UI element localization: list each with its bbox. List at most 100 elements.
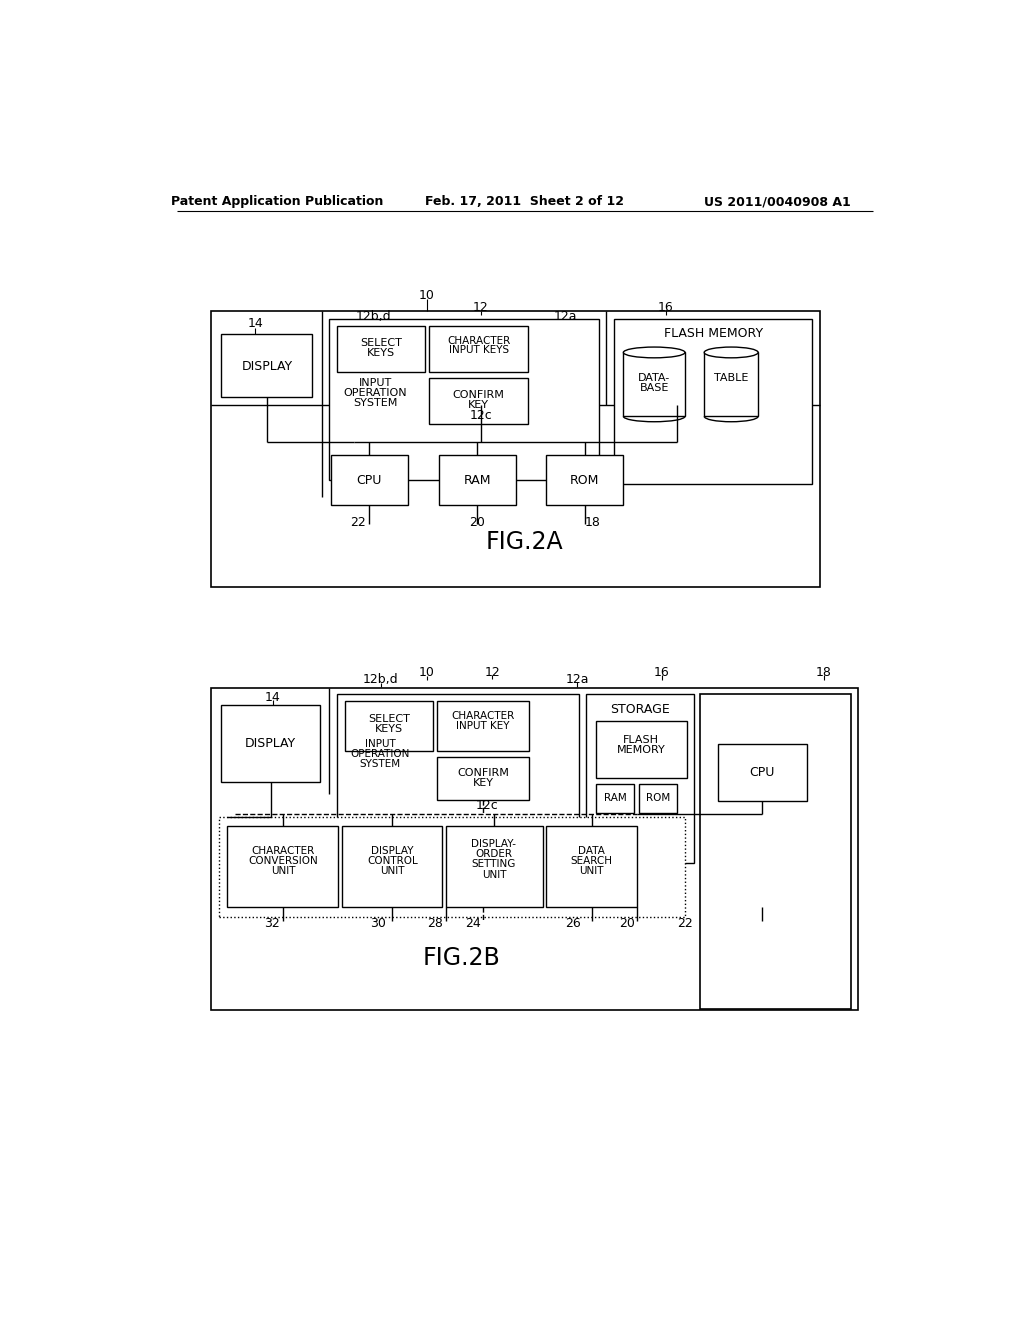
Text: DISPLAY: DISPLAY [371,846,414,857]
Text: INPUT: INPUT [358,379,392,388]
Text: SELECT: SELECT [369,714,411,723]
Bar [614,318,812,484]
Text: 18: 18 [585,516,600,529]
Text: STORAGE: STORAGE [610,704,670,717]
Text: SELECT: SELECT [359,338,401,348]
Bar [211,312,819,586]
Bar [337,693,580,855]
Text: FIG.2A: FIG.2A [486,529,563,554]
Text: KEYS: KEYS [375,723,403,734]
Bar [345,701,433,751]
Text: SEARCH: SEARCH [570,857,612,866]
Text: US 2011/0040908 A1: US 2011/0040908 A1 [703,195,851,209]
Text: 12: 12 [484,667,501,680]
Text: 22: 22 [677,916,693,929]
Text: UNIT: UNIT [270,866,295,876]
Text: ORDER: ORDER [475,850,512,859]
Text: UNIT: UNIT [580,866,604,876]
Bar [596,784,634,813]
Text: DISPLAY: DISPLAY [245,737,296,750]
Bar [429,378,528,424]
Text: 12a: 12a [554,310,578,323]
Bar [331,455,408,506]
Text: 32: 32 [263,916,280,929]
Text: 18: 18 [816,667,831,680]
Bar [342,826,442,907]
Bar [330,318,599,480]
Text: 26: 26 [565,916,582,929]
Text: 12c: 12c [470,409,493,422]
Text: TABLE: TABLE [714,372,749,383]
Bar [705,352,758,416]
Text: ROM: ROM [646,793,670,804]
Text: 12b,d: 12b,d [355,310,391,323]
Text: UNIT: UNIT [380,866,404,876]
Text: FLASH: FLASH [623,735,659,744]
Bar [624,352,685,416]
Bar [446,826,543,907]
Text: BASE: BASE [639,383,669,393]
Text: RAM: RAM [603,793,627,804]
Bar [337,326,425,372]
Text: 30: 30 [371,916,386,929]
Text: CONFIRM: CONFIRM [458,768,509,777]
Bar [429,326,528,372]
Text: CHARACTER: CHARACTER [452,711,515,721]
Text: 14: 14 [265,690,281,704]
Text: KEYS: KEYS [367,348,395,358]
Text: 16: 16 [657,301,674,314]
Text: KEY: KEY [468,400,489,409]
Text: 20: 20 [469,516,485,529]
Text: MEMORY: MEMORY [616,744,666,755]
Text: 14: 14 [248,317,263,330]
Text: DISPLAY-: DISPLAY- [471,840,516,850]
Text: INPUT KEYS: INPUT KEYS [449,345,509,355]
Text: 12: 12 [473,301,488,314]
Bar [596,721,686,779]
Bar [438,455,515,506]
Bar [700,693,851,1010]
Bar [221,705,319,781]
Text: Feb. 17, 2011  Sheet 2 of 12: Feb. 17, 2011 Sheet 2 of 12 [425,195,625,209]
Bar [547,826,637,907]
Text: 12a: 12a [565,673,589,686]
Text: CONTROL: CONTROL [367,857,418,866]
Text: 20: 20 [620,916,635,929]
Text: 10: 10 [419,289,435,302]
Text: 28: 28 [427,916,442,929]
Bar [219,817,685,917]
Text: SYSTEM: SYSTEM [353,399,397,408]
Text: Patent Application Publication: Patent Application Publication [171,195,383,209]
Text: RAM: RAM [463,474,490,487]
Text: FLASH MEMORY: FLASH MEMORY [664,327,763,341]
Text: OPERATION: OPERATION [344,388,408,399]
Bar [437,758,529,800]
Bar [437,701,529,751]
Ellipse shape [705,347,758,358]
Text: 12c: 12c [476,799,499,812]
Text: CPU: CPU [356,474,382,487]
Text: 24: 24 [465,916,481,929]
Bar [587,693,694,863]
Bar [718,743,807,801]
Text: INPUT KEY: INPUT KEY [457,721,510,731]
Text: DISPLAY: DISPLAY [242,360,293,372]
Text: DATA-: DATA- [638,372,671,383]
Text: DATA: DATA [579,846,605,857]
Text: SETTING: SETTING [472,859,516,870]
Bar [221,334,312,397]
Text: OPERATION: OPERATION [350,748,410,759]
Text: 16: 16 [654,667,670,680]
Text: CONFIRM: CONFIRM [453,389,505,400]
Bar [639,784,677,813]
Text: 12b,d: 12b,d [362,673,398,686]
Text: ROM: ROM [570,474,599,487]
Text: INPUT: INPUT [365,739,395,748]
Text: CPU: CPU [750,767,774,779]
Text: CHARACTER: CHARACTER [446,335,510,346]
Text: SYSTEM: SYSTEM [359,759,400,768]
Text: 10: 10 [419,667,435,680]
Text: 22: 22 [350,516,366,529]
Text: KEY: KEY [473,777,494,788]
Text: CHARACTER: CHARACTER [252,846,314,857]
